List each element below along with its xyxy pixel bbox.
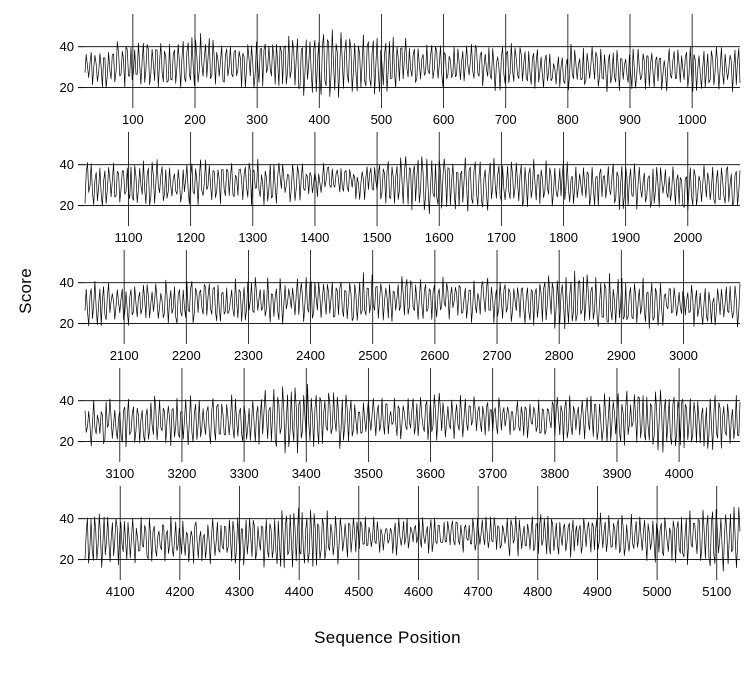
x-tick-label: 200 [184, 112, 206, 127]
x-tick-label: 1500 [363, 230, 392, 245]
x-tick-label: 900 [619, 112, 641, 127]
x-tick-label: 1400 [300, 230, 329, 245]
x-tick-label: 700 [495, 112, 517, 127]
x-tick-label: 4600 [404, 584, 433, 599]
x-tick-label: 3100 [105, 466, 134, 481]
x-tick-label: 2400 [296, 348, 325, 363]
x-tick-label: 5100 [702, 584, 731, 599]
y-axis-title: Score [16, 268, 35, 314]
x-axis-title: Sequence Position [314, 628, 461, 647]
x-tick-label: 3000 [669, 348, 698, 363]
panel-4: 3100 3200 3300 3400 3500 3600 3700 3800 3900 4000… [60, 368, 741, 481]
x-tick-label: 5000 [643, 584, 672, 599]
x-tick-label: 4900 [583, 584, 612, 599]
panel-3: 2100 2200 2300 2400 2500 2600 2700 2800 2900 3000… [60, 250, 741, 363]
x-tick-label: 600 [433, 112, 455, 127]
y-tick-label: 40 [60, 39, 74, 54]
x-tick-label: 4800 [523, 584, 552, 599]
x-tick-label: 3400 [292, 466, 321, 481]
x-tick-label: 100 [122, 112, 144, 127]
panel-2: 1100 1200 1300 1400 1500 1600 1700 1800 1900 2000… [60, 132, 741, 245]
x-tick-label: 2700 [483, 348, 512, 363]
x-tick-label: 800 [557, 112, 579, 127]
x-tick-label: 2800 [545, 348, 574, 363]
x-tick-label: 4400 [285, 584, 314, 599]
x-tick-label: 3300 [230, 466, 259, 481]
x-tick-label: 3600 [416, 466, 445, 481]
score-trace [84, 156, 741, 215]
x-tick-label: 1300 [238, 230, 267, 245]
score-trace [84, 270, 741, 330]
x-tick-label: 2000 [673, 230, 702, 245]
x-tick-label: 1600 [425, 230, 454, 245]
x-tick-label: 2100 [110, 348, 139, 363]
x-tick-label: 3700 [478, 466, 507, 481]
y-tick-label: 40 [60, 275, 74, 290]
x-tick-label: 1900 [611, 230, 640, 245]
x-tick-label: 2200 [172, 348, 201, 363]
x-tick-label: 2500 [358, 348, 387, 363]
x-tick-label: 4100 [106, 584, 135, 599]
y-tick-label: 20 [60, 198, 74, 213]
y-tick-label: 40 [60, 157, 74, 172]
y-tick-label: 20 [60, 552, 74, 567]
y-tick-label: 40 [60, 393, 74, 408]
x-tick-label: 3900 [602, 466, 631, 481]
panel-1: 100 200 300 400 500 600 700 800 900 1000 20 40 [60, 14, 741, 127]
x-tick-label: 4300 [225, 584, 254, 599]
y-tick-label: 20 [60, 80, 74, 95]
x-tick-label: 400 [308, 112, 330, 127]
x-tick-label: 1100 [115, 230, 143, 245]
x-tick-label: 500 [371, 112, 393, 127]
x-tick-label: 1000 [678, 112, 707, 127]
score-trace [84, 506, 741, 572]
x-tick-label: 2300 [234, 348, 263, 363]
x-tick-label: 1800 [549, 230, 578, 245]
x-tick-label: 4700 [464, 584, 493, 599]
x-tick-label: 1200 [176, 230, 205, 245]
x-tick-label: 3500 [354, 466, 383, 481]
x-tick-label: 4200 [165, 584, 194, 599]
x-tick-label: 2900 [607, 348, 636, 363]
x-tick-label: 2600 [420, 348, 449, 363]
score-trace [84, 383, 741, 454]
score-trace [84, 29, 741, 98]
panel-5: 4100 4200 4300 4400 4500 4600 4700 4800 4900 5000… [60, 486, 741, 599]
x-tick-label: 4000 [665, 466, 694, 481]
x-tick-label: 300 [246, 112, 268, 127]
x-tick-label: 4500 [344, 584, 373, 599]
x-tick-label: 1700 [487, 230, 516, 245]
x-tick-label: 3200 [167, 466, 196, 481]
y-tick-label: 20 [60, 316, 74, 331]
y-tick-label: 20 [60, 434, 74, 449]
y-tick-label: 40 [60, 511, 74, 526]
x-tick-label: 3800 [540, 466, 569, 481]
